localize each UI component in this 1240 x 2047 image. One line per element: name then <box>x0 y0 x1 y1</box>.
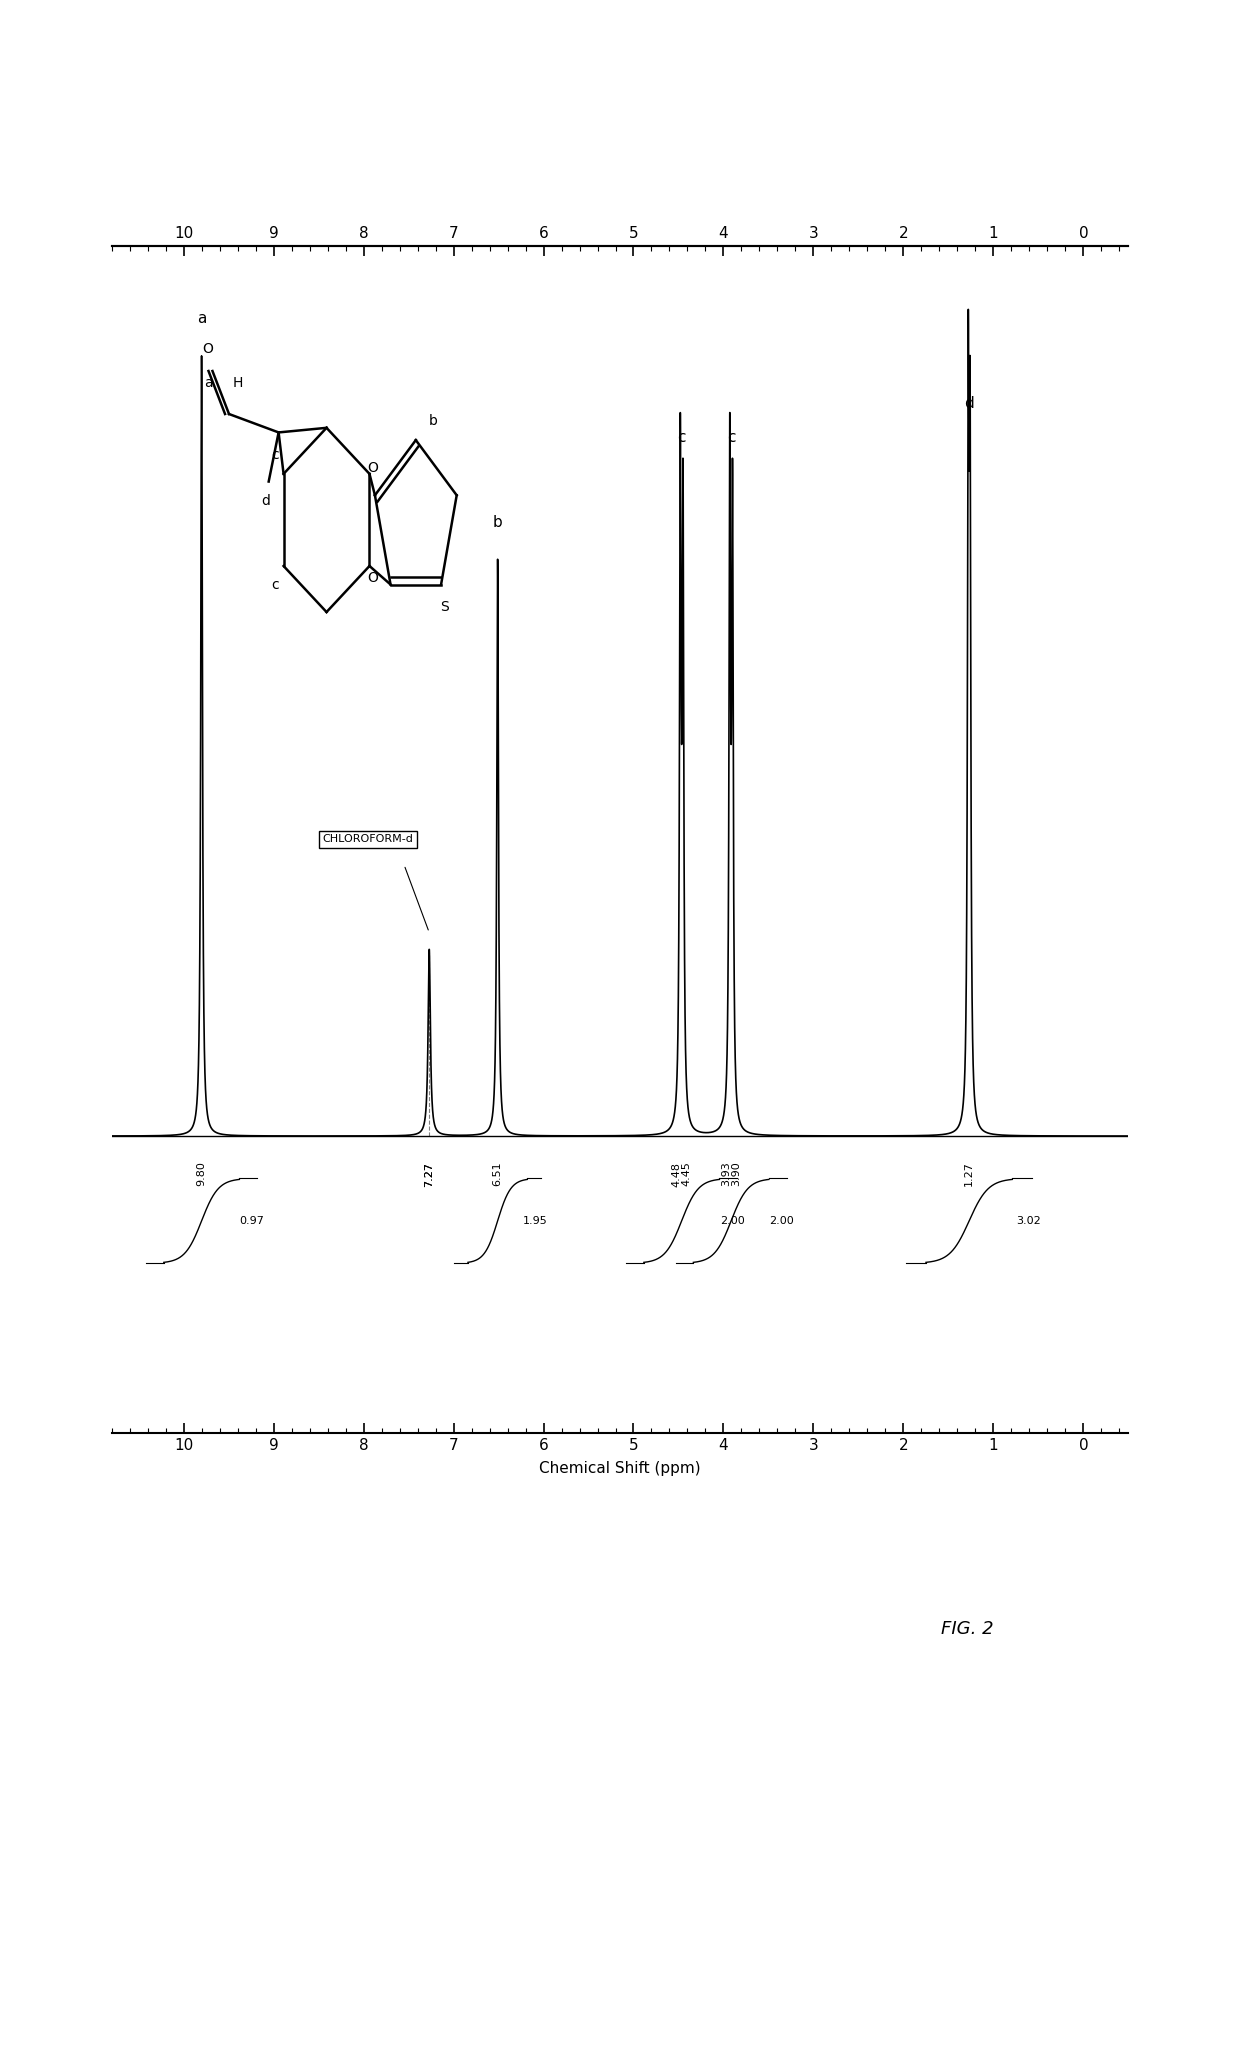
Text: O: O <box>202 342 213 356</box>
Text: 9.80: 9.80 <box>197 1161 207 1187</box>
Text: 7.27: 7.27 <box>424 1161 434 1187</box>
Text: O: O <box>367 571 378 585</box>
Text: 4.45: 4.45 <box>682 1161 692 1187</box>
Text: d: d <box>260 493 270 508</box>
Text: 1.95: 1.95 <box>522 1216 547 1226</box>
Text: O: O <box>367 461 378 475</box>
Text: S: S <box>440 600 449 614</box>
Text: c: c <box>677 430 686 444</box>
Text: a: a <box>197 311 206 325</box>
Text: 3.90: 3.90 <box>732 1161 742 1187</box>
Text: 0.97: 0.97 <box>239 1216 264 1226</box>
Text: b: b <box>492 514 502 530</box>
Text: 2.00: 2.00 <box>720 1216 745 1226</box>
Text: CHLOROFORM-d: CHLOROFORM-d <box>322 835 413 843</box>
Text: 2.00: 2.00 <box>769 1216 794 1226</box>
Text: c: c <box>727 430 735 444</box>
Text: 1.27: 1.27 <box>965 1161 975 1187</box>
Text: a: a <box>203 377 212 391</box>
Text: c: c <box>272 448 279 461</box>
Text: 6.51: 6.51 <box>492 1161 502 1185</box>
Text: c: c <box>272 577 279 592</box>
Text: FIG. 2: FIG. 2 <box>941 1619 993 1638</box>
Text: 7.27: 7.27 <box>424 1161 434 1187</box>
Text: b: b <box>429 413 438 428</box>
Text: 3.93: 3.93 <box>722 1161 732 1187</box>
Text: 3.02: 3.02 <box>1017 1216 1042 1226</box>
Text: H: H <box>232 377 243 391</box>
X-axis label: Chemical Shift (ppm): Chemical Shift (ppm) <box>539 1462 701 1476</box>
Text: 4.48: 4.48 <box>672 1161 682 1187</box>
Text: d: d <box>965 395 973 411</box>
